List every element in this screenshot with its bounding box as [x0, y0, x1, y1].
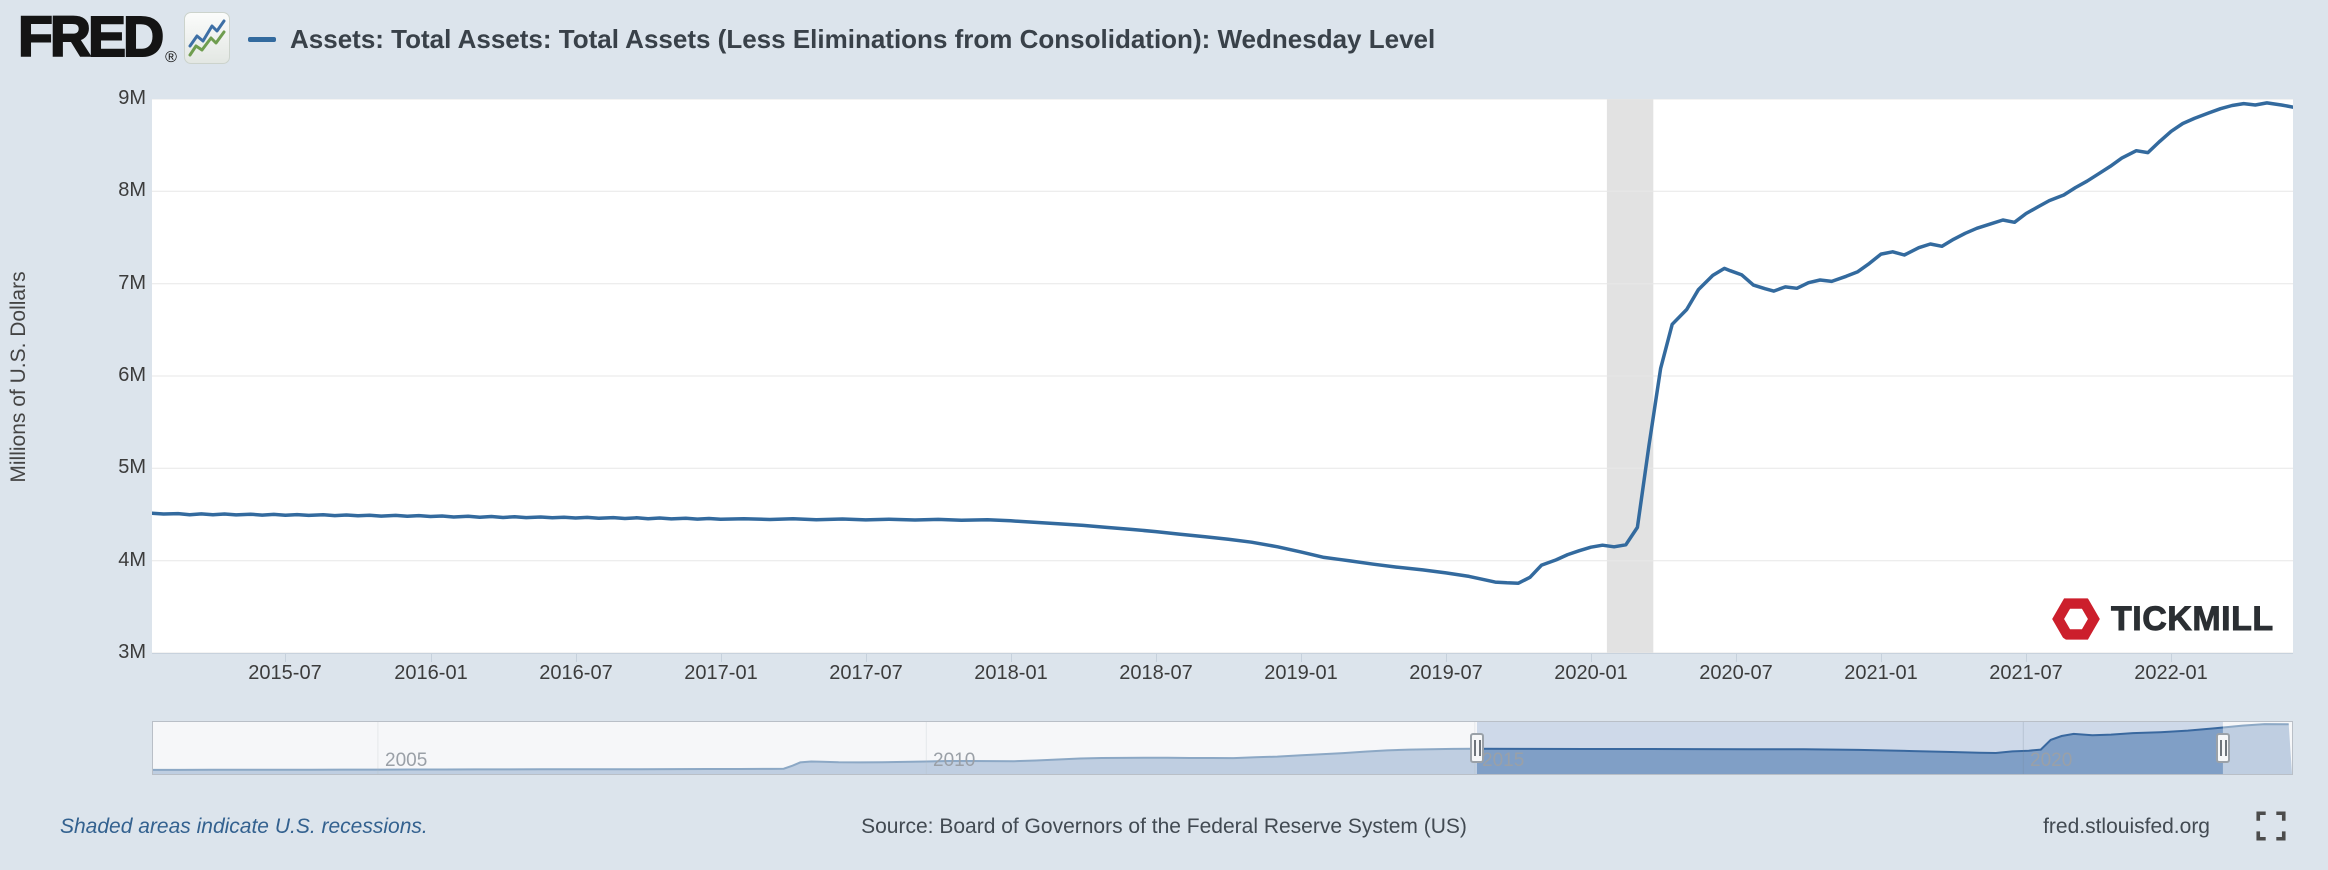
tickmill-logo-text: TICKMILL [2111, 599, 2274, 638]
y-tick-label: 4M [118, 548, 146, 571]
fullscreen-icon [2256, 811, 2286, 841]
handle-grip-line [1473, 740, 1476, 756]
x-tick-label: 2019-07 [1409, 662, 1483, 684]
fred-chart-icon [184, 12, 230, 64]
recessions-note-link[interactable]: Shaded areas indicate U.S. recessions. [60, 815, 428, 838]
x-tick-label: 2020-01 [1554, 662, 1628, 684]
x-tick-mark [721, 654, 722, 662]
x-tick-label: 2015-07 [248, 662, 322, 684]
x-tick-mark [2026, 654, 2027, 662]
fred-chart-icon-graphic [188, 19, 226, 57]
x-tick-mark [2171, 654, 2172, 662]
plot-area[interactable] [152, 99, 2293, 654]
y-tick-label: 6M [118, 364, 146, 386]
main-chart-svg[interactable] [152, 99, 2293, 653]
x-tick-mark [1881, 654, 1882, 662]
y-axis-title: Millions of U.S. Dollars [7, 271, 30, 483]
tickmill-watermark: TICKMILL [2050, 593, 2274, 645]
fullscreen-button[interactable] [2254, 809, 2288, 843]
x-tick-label: 2016-01 [394, 662, 468, 684]
x-tick-mark [576, 654, 577, 662]
navigator-selected-range[interactable] [1477, 722, 2223, 774]
x-tick-mark [1156, 654, 1157, 662]
x-tick-mark [1301, 654, 1302, 662]
x-tick-label: 2018-07 [1119, 662, 1193, 684]
x-tick-mark [285, 654, 286, 662]
x-tick-mark [1591, 654, 1592, 662]
x-tick-label: 2019-01 [1264, 662, 1338, 684]
fred-logo-text: FRED [17, 4, 165, 70]
navigator-handle-left[interactable] [1470, 733, 1484, 763]
x-tick-mark [1011, 654, 1012, 662]
x-tick-mark [1446, 654, 1447, 662]
x-tick-label: 2020-07 [1699, 662, 1773, 684]
fred-logo[interactable]: FRED ® [17, 4, 177, 70]
x-tick-label: 2022-01 [2134, 662, 2208, 684]
navigator-area [153, 724, 2292, 774]
navigator-handle-right[interactable] [2216, 733, 2230, 763]
x-tick-label: 2017-01 [684, 662, 758, 684]
x-tick-label: 2021-07 [1989, 662, 2063, 684]
series-line[interactable] [152, 101, 2293, 585]
x-tick-mark [1736, 654, 1737, 662]
tickmill-logo-icon [2050, 593, 2102, 645]
x-tick-label: 2016-07 [539, 662, 613, 684]
fred-site-link[interactable]: fred.stlouisfed.org [2043, 815, 2210, 838]
navigator-line [153, 723, 2289, 771]
navigator-mask-left [153, 722, 1477, 774]
navigator-year-label: 2010 [933, 750, 976, 771]
x-tick-label: 2018-01 [974, 662, 1048, 684]
series-legend-label: Assets: Total Assets: Total Assets (Less… [290, 24, 1436, 54]
navigator-mask-right [2222, 722, 2292, 774]
y-tick-label: 7M [118, 271, 146, 294]
handle-grip-line [2219, 740, 2222, 756]
series-legend-dash [248, 37, 276, 42]
navigator-year-label: 2015 [1482, 750, 1525, 771]
navigator-year-label: 2005 [385, 750, 428, 771]
y-tick-label: 5M [118, 456, 146, 479]
navigator-year-label: 2020 [2030, 750, 2073, 771]
source-text: Source: Board of Governors of the Federa… [861, 815, 1467, 838]
registered-mark: ® [165, 49, 177, 66]
navigator-svg [153, 722, 2292, 774]
y-tick-label: 3M [118, 641, 146, 663]
handle-grip-line [2224, 740, 2227, 756]
x-tick-label: 2017-07 [829, 662, 903, 684]
handle-grip-line [1478, 740, 1481, 756]
x-tick-mark [431, 654, 432, 662]
x-tick-mark [866, 654, 867, 662]
y-tick-label: 9M [118, 87, 146, 109]
x-tick-label: 2021-01 [1844, 662, 1918, 684]
y-tick-label: 8M [118, 179, 146, 202]
range-navigator[interactable] [152, 721, 2293, 775]
